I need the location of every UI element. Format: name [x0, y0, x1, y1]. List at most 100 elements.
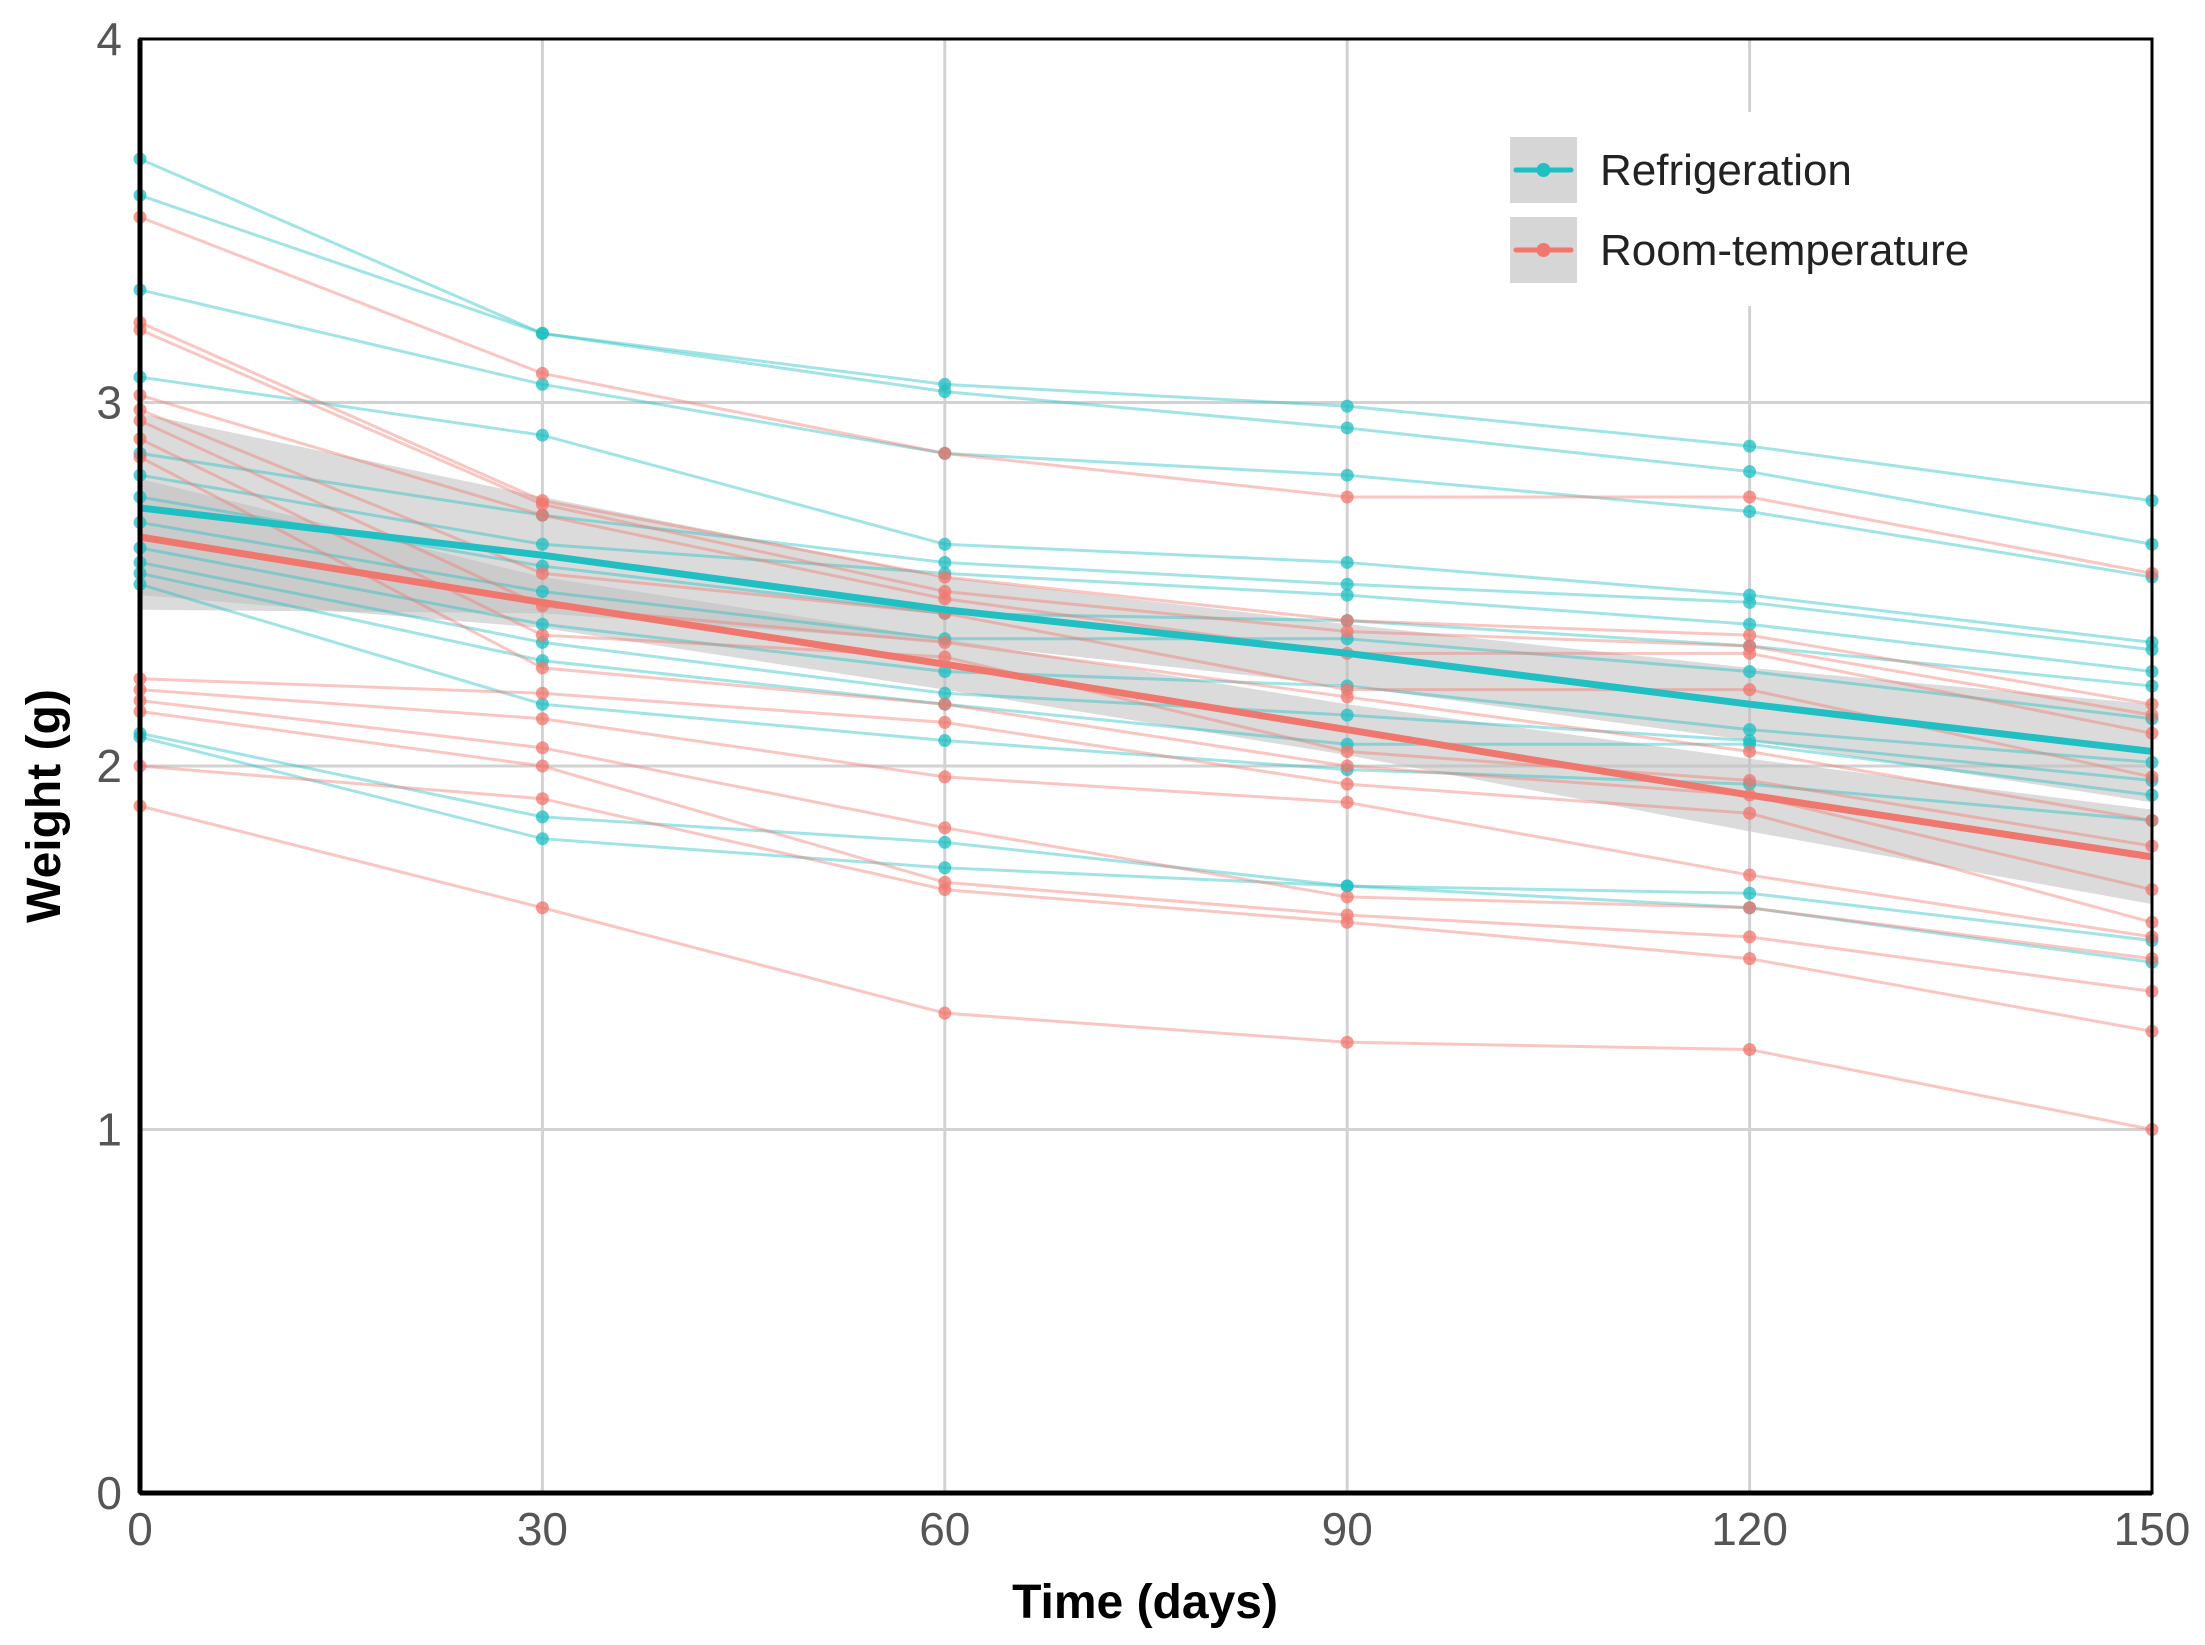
- data-point-room-temperature: [1743, 1043, 1757, 1057]
- data-point-refrigeration: [1743, 723, 1757, 737]
- data-point-refrigeration: [535, 585, 549, 599]
- individual-lines-layer: [133, 152, 2159, 1136]
- legend-label-refrigeration: Refrigeration: [1600, 146, 1852, 195]
- individual-line-refrigeration: [139, 451, 2153, 652]
- data-point-room-temperature: [535, 712, 549, 726]
- x-tick-label: 120: [1711, 1503, 1788, 1555]
- data-point-refrigeration: [938, 835, 952, 849]
- data-point-refrigeration: [1743, 595, 1757, 609]
- data-point-room-temperature: [1340, 915, 1354, 929]
- data-point-room-temperature: [535, 759, 549, 773]
- confidence-band-refrigeration: [140, 413, 2152, 803]
- data-point-refrigeration: [535, 697, 549, 711]
- data-point-refrigeration: [535, 326, 549, 340]
- y-tick-label: 3: [96, 377, 122, 429]
- data-point-room-temperature: [938, 570, 952, 584]
- individual-line-room-temperature: [139, 764, 2153, 1033]
- individual-line-room-temperature: [139, 688, 2153, 939]
- legend-key-room-temperature-dot: [1536, 243, 1551, 257]
- data-point-room-temperature: [1340, 890, 1354, 904]
- x-tick-label: 0: [127, 1503, 153, 1555]
- data-point-refrigeration: [1743, 617, 1757, 631]
- data-point-refrigeration: [1743, 886, 1757, 900]
- legend-key-refrigeration-dot: [1536, 163, 1551, 177]
- individual-line-refrigeration: [139, 560, 2153, 783]
- individual-line-room-temperature: [139, 437, 2153, 848]
- data-point-room-temperature: [1340, 744, 1354, 758]
- x-tick-label: 60: [919, 1503, 970, 1555]
- data-point-refrigeration: [1743, 465, 1757, 479]
- data-point-room-temperature: [1743, 628, 1757, 642]
- data-point-room-temperature: [1340, 777, 1354, 791]
- x-tick-label: 90: [1322, 1503, 1373, 1555]
- data-point-room-temperature: [535, 901, 549, 915]
- data-point-room-temperature: [938, 770, 952, 784]
- individual-line-room-temperature: [139, 677, 2153, 924]
- data-point-room-temperature: [535, 661, 549, 675]
- data-point-room-temperature: [535, 497, 549, 511]
- data-point-room-temperature: [1340, 1035, 1354, 1049]
- data-point-refrigeration: [938, 686, 952, 700]
- individual-line-refrigeration: [139, 520, 2153, 721]
- individual-line-room-temperature: [139, 419, 2153, 823]
- data-point-refrigeration: [1340, 399, 1354, 413]
- data-point-room-temperature: [1743, 952, 1757, 966]
- individual-line-refrigeration: [139, 495, 2153, 688]
- data-point-room-temperature: [1743, 490, 1757, 504]
- legend: Refrigeration Room-temperature: [1498, 112, 2054, 306]
- data-point-room-temperature: [938, 821, 952, 835]
- individual-line-room-temperature: [139, 455, 2153, 892]
- data-point-refrigeration: [535, 617, 549, 631]
- individual-line-refrigeration: [139, 735, 2153, 964]
- data-point-room-temperature: [535, 741, 549, 755]
- data-point-room-temperature: [938, 446, 952, 460]
- data-point-room-temperature: [1743, 901, 1757, 915]
- data-point-refrigeration: [1743, 505, 1757, 519]
- individual-line-refrigeration: [139, 473, 2153, 673]
- y-tick-label: 0: [96, 1467, 122, 1519]
- data-point-refrigeration: [1340, 577, 1354, 591]
- individual-line-room-temperature: [139, 699, 2153, 961]
- data-point-room-temperature: [535, 366, 549, 380]
- data-point-room-temperature: [535, 686, 549, 700]
- data-point-room-temperature: [535, 566, 549, 580]
- data-point-room-temperature: [1743, 930, 1757, 944]
- x-tick-label: 30: [517, 1503, 568, 1555]
- data-point-room-temperature: [1743, 868, 1757, 882]
- data-point-room-temperature: [535, 508, 549, 522]
- data-point-refrigeration: [535, 377, 549, 391]
- individual-line-refrigeration: [139, 582, 2153, 823]
- individual-line-refrigeration: [139, 731, 2153, 942]
- x-axis-title: Time (days): [1012, 1576, 1278, 1629]
- data-point-refrigeration: [1743, 664, 1757, 678]
- y-axis-title: Weight (g): [18, 689, 71, 923]
- data-point-room-temperature: [1340, 490, 1354, 504]
- data-point-refrigeration: [535, 428, 549, 442]
- legend-label-room-temperature: Room-temperature: [1600, 226, 1969, 275]
- data-point-refrigeration: [1340, 555, 1354, 569]
- data-point-room-temperature: [938, 1006, 952, 1020]
- data-point-refrigeration: [1743, 439, 1757, 453]
- data-point-refrigeration: [938, 537, 952, 551]
- data-point-room-temperature: [1743, 744, 1757, 758]
- data-point-refrigeration: [1340, 708, 1354, 722]
- data-point-room-temperature: [1743, 806, 1757, 820]
- y-tick-label: 2: [96, 740, 122, 792]
- data-point-room-temperature: [938, 715, 952, 729]
- individual-line-refrigeration: [139, 193, 2153, 546]
- data-point-refrigeration: [1340, 468, 1354, 482]
- data-point-refrigeration: [938, 861, 952, 875]
- data-point-refrigeration: [535, 810, 549, 824]
- data-point-room-temperature: [938, 635, 952, 649]
- data-point-room-temperature: [535, 628, 549, 642]
- data-point-refrigeration: [1340, 421, 1354, 435]
- data-point-refrigeration: [1340, 879, 1354, 893]
- fit-lines-layer: [139, 504, 2153, 861]
- data-point-room-temperature: [1743, 646, 1757, 660]
- axes-frame-layer: [137, 37, 2154, 1496]
- data-point-room-temperature: [535, 792, 549, 806]
- confidence-band-layer: [140, 413, 2152, 905]
- data-point-refrigeration: [938, 734, 952, 748]
